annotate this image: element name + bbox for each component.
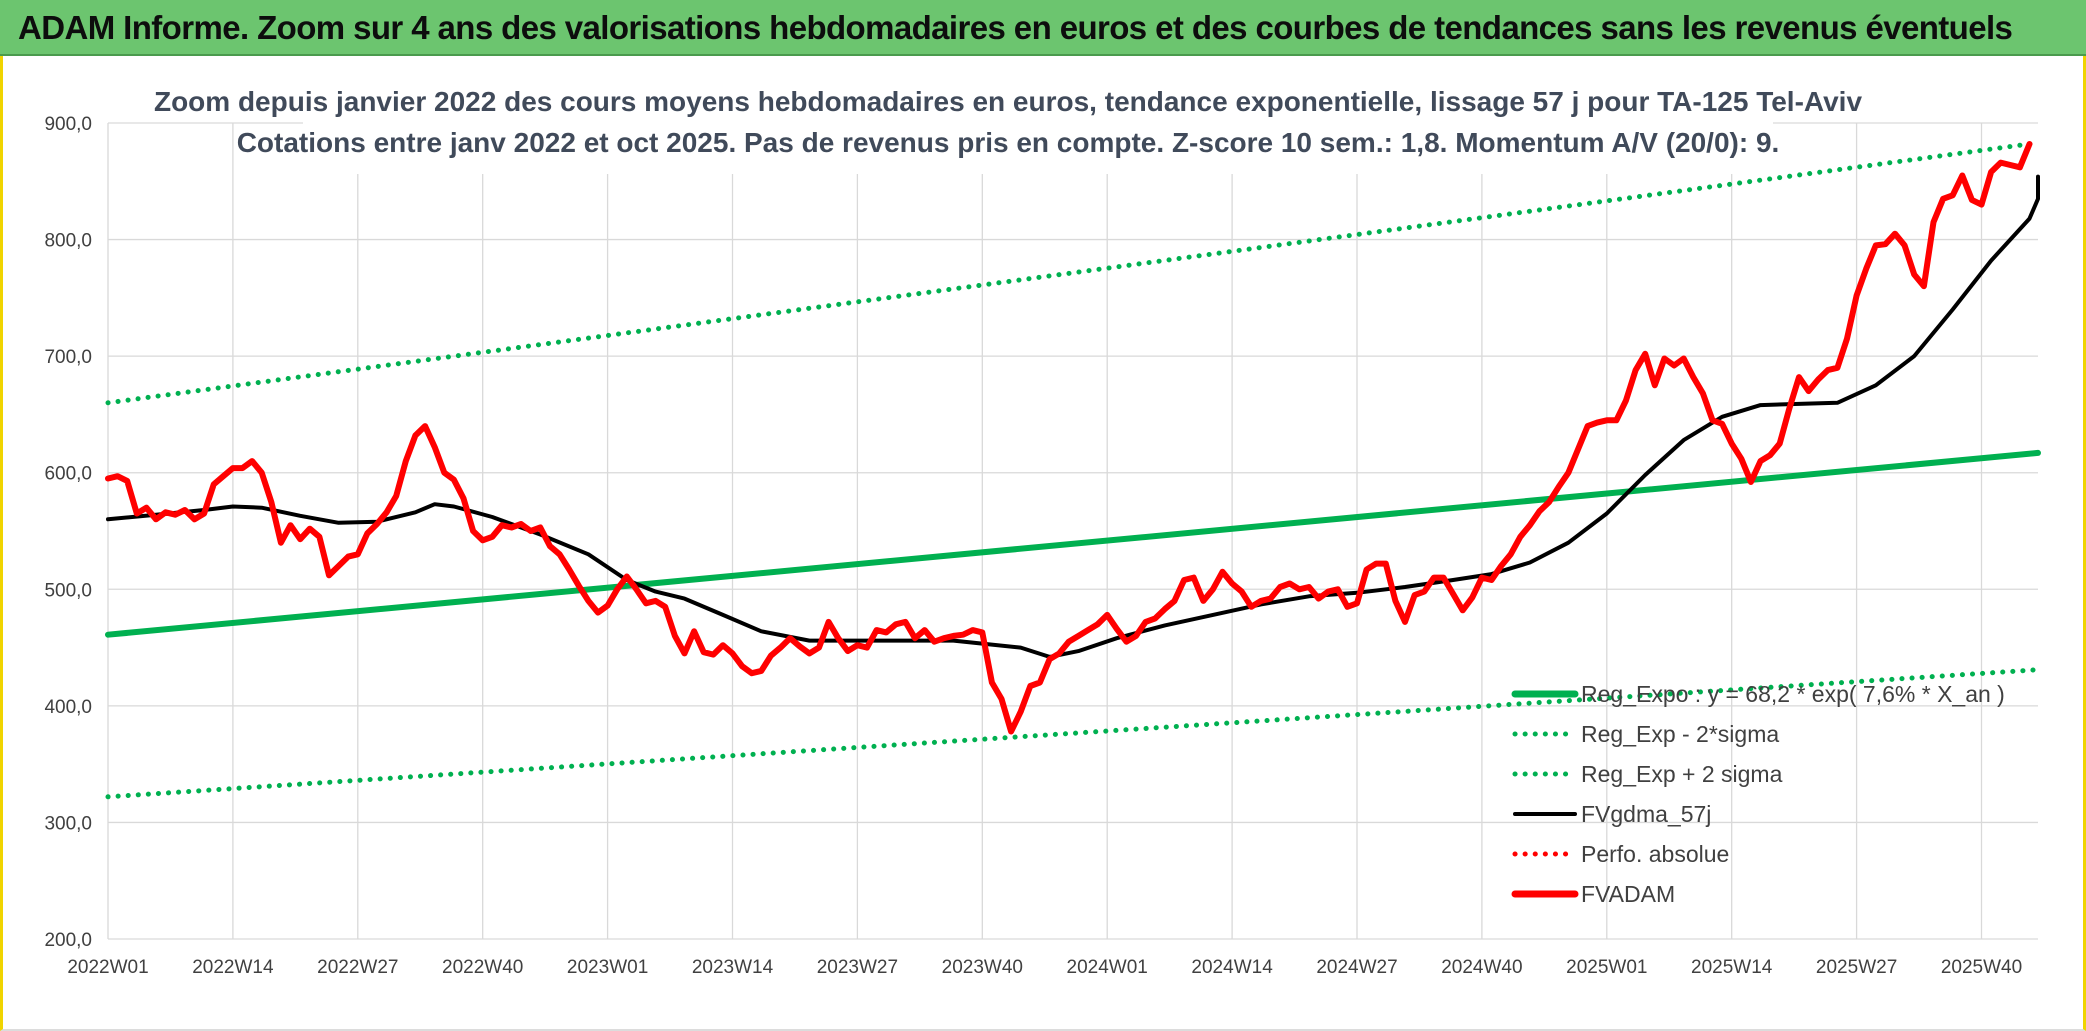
grid-layer	[107, 122, 2038, 940]
legend-label: FVgdma_57j	[1581, 801, 1711, 827]
x-tick-label: 2024W40	[1441, 957, 1522, 978]
legend-label: Reg_Expo : y = 68,2 * exp( 7,6% * X_an )	[1581, 681, 2005, 707]
x-tick-label: 2023W27	[817, 957, 898, 978]
legend-label: Perfo. absolue	[1581, 841, 1729, 867]
report-banner: ADAM Informe. Zoom sur 4 ans des valoris…	[0, 0, 2086, 56]
series-line	[105, 667, 2041, 800]
series-line	[105, 141, 2033, 735]
x-tick-label: 2022W01	[67, 957, 148, 978]
legend-label: Reg_Exp - 2*sigma	[1581, 721, 1779, 747]
y-tick-label: 900,0	[44, 114, 92, 135]
series-layer	[105, 140, 2041, 800]
x-tick-label: 2025W01	[1566, 957, 1647, 978]
x-tick-label: 2025W40	[1941, 957, 2022, 978]
title-backdrop	[303, 76, 1773, 174]
x-tick-label: 2025W14	[1691, 957, 1773, 978]
line-chart: 200,0 300,0 400,0 500,0 600,0 700,0 800,0 900,0…	[44, 76, 2041, 978]
y-tick-label: 400,0	[44, 697, 92, 718]
report-title: ADAM Informe. Zoom sur 4 ans des valoris…	[18, 9, 2013, 46]
y-tick-label: 300,0	[44, 813, 92, 834]
x-tick-label: 2022W27	[317, 957, 398, 978]
legend-label: Reg_Exp + 2 sigma	[1581, 761, 1783, 787]
y-tick-label: 700,0	[44, 347, 92, 368]
x-tick-label: 2024W14	[1191, 957, 1273, 978]
x-tick-label: 2023W01	[567, 957, 648, 978]
chart-title: Zoom depuis janvier 2022 des cours moyen…	[154, 86, 1862, 117]
y-tick-label: 600,0	[44, 464, 92, 485]
series-line	[105, 140, 2041, 406]
x-tick-label: 2023W14	[692, 957, 774, 978]
chart-panel: 200,0 300,0 400,0 500,0 600,0 700,0 800,0 900,0…	[0, 56, 2086, 1031]
x-tick-label: 2022W40	[442, 957, 523, 978]
legend-label: FVADAM	[1581, 881, 1675, 907]
chart-subtitle: Cotations entre janv 2022 et oct 2025. P…	[237, 127, 1780, 158]
x-tick-label: 2024W01	[1067, 957, 1148, 978]
x-tick-label: 2024W27	[1316, 957, 1397, 978]
legend: Reg_Expo : y = 68,2 * exp( 7,6% * X_an )…	[1511, 681, 2005, 907]
x-tick-label: 2022W14	[192, 957, 274, 978]
y-tick-label: 200,0	[44, 930, 92, 951]
series-line	[106, 174, 2040, 659]
x-tick-label: 2025W27	[1816, 957, 1897, 978]
y-tick-label: 800,0	[44, 231, 92, 252]
y-tick-label: 500,0	[44, 580, 92, 601]
x-tick-label: 2023W40	[942, 957, 1023, 978]
series-line	[105, 449, 2041, 638]
axis-labels: 200,0 300,0 400,0 500,0 600,0 700,0 800,0 900,0…	[44, 114, 2022, 978]
